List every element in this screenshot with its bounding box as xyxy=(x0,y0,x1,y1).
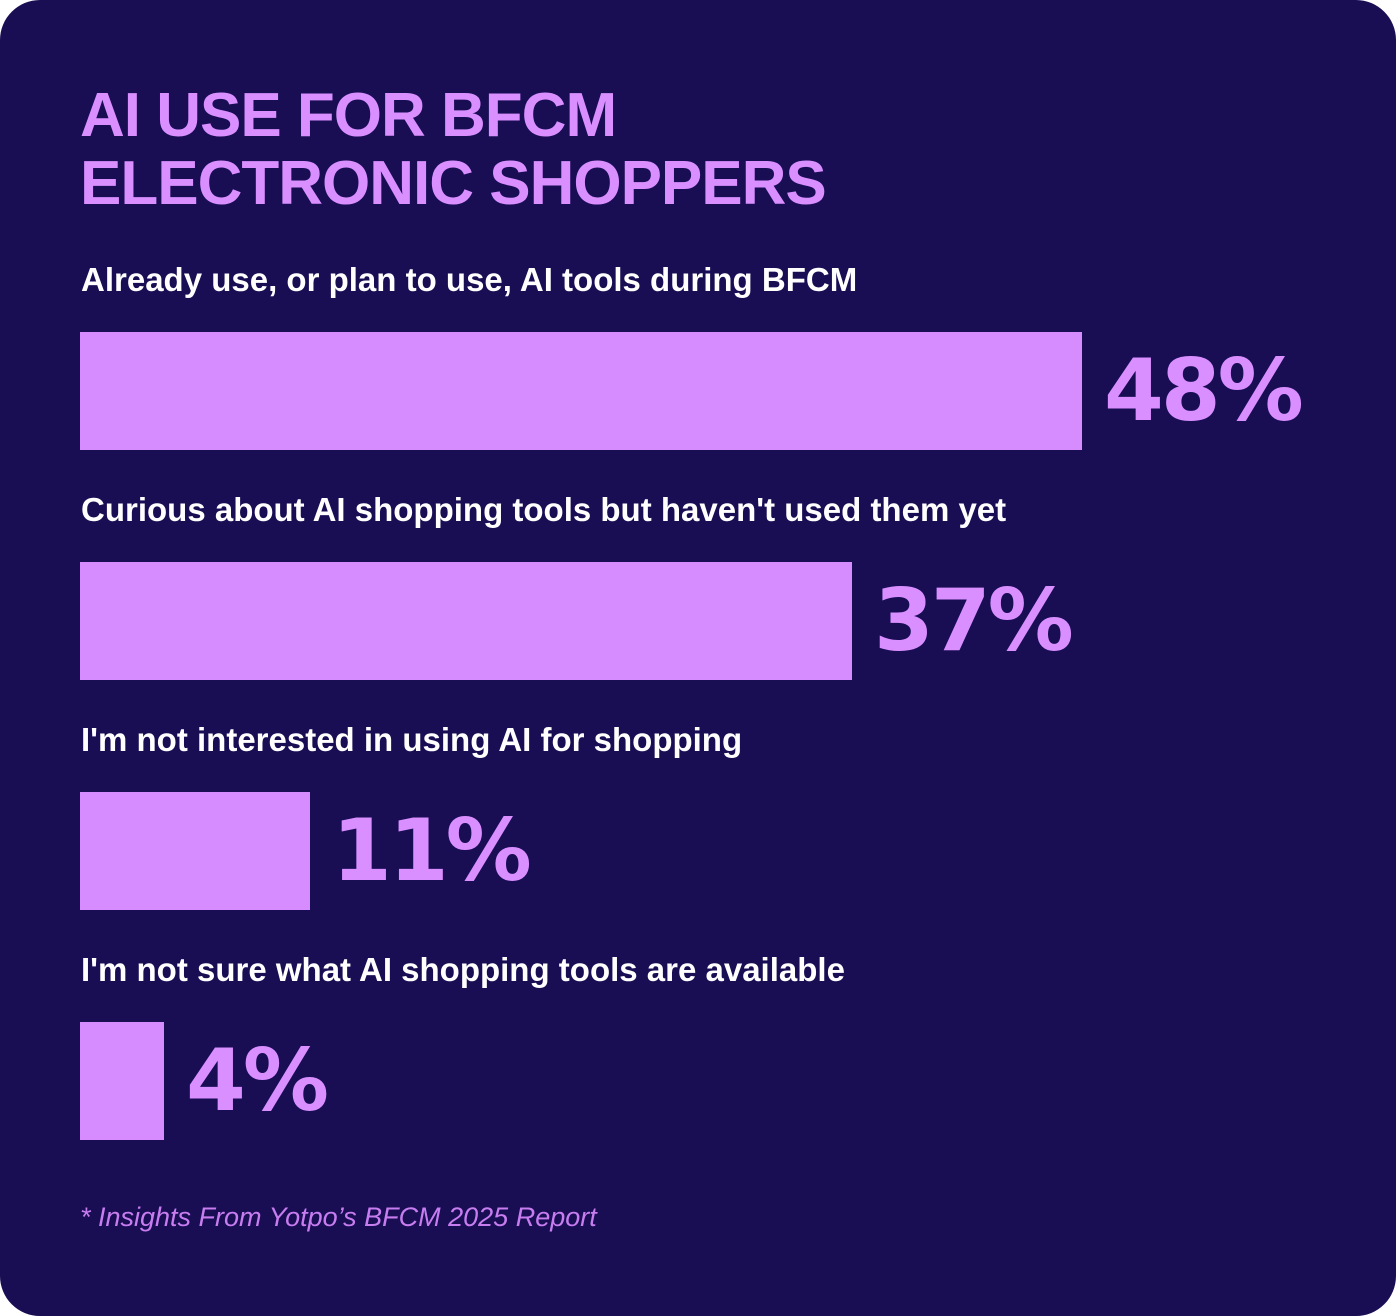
bar xyxy=(80,332,1082,450)
value-label: 11% xyxy=(332,801,532,901)
source-footnote: * Insights From Yotpo’s BFCM 2025 Report xyxy=(80,1202,597,1232)
chart-title-line-2: ELECTRONIC SHOPPERS xyxy=(80,149,827,218)
category-label: Already use, or plan to use, AI tools du… xyxy=(81,261,858,298)
category-label: Curious about AI shopping tools but have… xyxy=(81,491,1007,528)
value-label: 48% xyxy=(1104,341,1304,441)
value-label: 37% xyxy=(874,571,1074,671)
chart-title-line-1: AI USE FOR BFCM xyxy=(80,81,617,150)
bar xyxy=(80,562,852,680)
bar xyxy=(80,1022,164,1140)
value-label: 4% xyxy=(186,1031,329,1131)
category-label: I'm not interested in using AI for shopp… xyxy=(81,721,743,758)
bar xyxy=(80,792,310,910)
category-label: I'm not sure what AI shopping tools are … xyxy=(81,951,845,988)
chart-title: AI USE FOR BFCM ELECTRONIC SHOPPERS xyxy=(80,82,1280,218)
